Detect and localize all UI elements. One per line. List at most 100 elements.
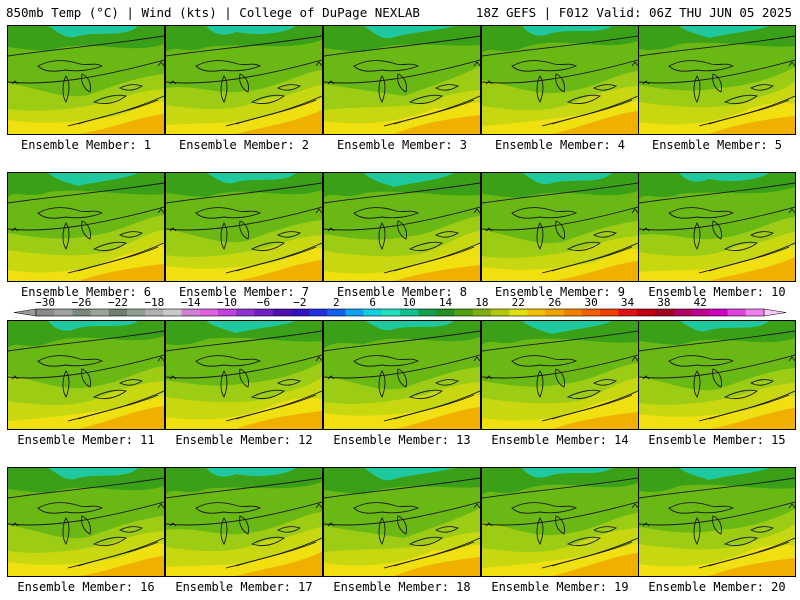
member-map: [7, 172, 165, 282]
ensemble-member-panel: Ensemble Member: 11: [7, 320, 165, 447]
colorbar-segment: [400, 309, 419, 316]
ensemble-member-panel: Ensemble Member: 7: [165, 172, 323, 299]
colorbar-segment: [582, 309, 601, 316]
member-map: [638, 25, 796, 135]
member-caption: Ensemble Member: 12: [175, 433, 313, 447]
member-map: [7, 320, 165, 430]
member-map: [7, 467, 165, 577]
colorbar-segment: [272, 309, 292, 316]
colorbar-tick-label: −18: [144, 296, 164, 309]
colorbar-left-arrow: [13, 308, 37, 317]
member-caption: Ensemble Member: 16: [17, 580, 155, 594]
colorbar-segment: [36, 309, 55, 316]
colorbar-segment: [618, 309, 637, 316]
member-caption: Ensemble Member: 11: [17, 433, 155, 447]
member-map: [638, 467, 796, 577]
colorbar-segment: [290, 309, 310, 316]
ensemble-member-panel: Ensemble Member: 15: [638, 320, 796, 447]
ensemble-member-panel: Ensemble Member: 17: [165, 467, 323, 594]
member-map: [481, 320, 639, 430]
member-caption: Ensemble Member: 8: [336, 285, 468, 299]
member-map: [638, 172, 796, 282]
colorbar-segment: [54, 309, 73, 316]
ensemble-member-panel: Ensemble Member: 9: [481, 172, 639, 299]
colorbar-segment: [727, 309, 747, 316]
colorbar-segment: [491, 309, 510, 316]
header-valid-time: 18Z GEFS | F012 Valid: 06Z THU JUN 05 20…: [475, 5, 792, 20]
colorbar-tick-label: 14: [439, 296, 453, 309]
colorbar-segment: [127, 309, 146, 316]
colorbar-segment: [472, 309, 492, 316]
member-caption: Ensemble Member: 4: [494, 138, 626, 152]
ensemble-member-panel: Ensemble Member: 19: [481, 467, 639, 594]
ensemble-member-panel: Ensemble Member: 14: [481, 320, 639, 447]
member-caption: Ensemble Member: 10: [648, 285, 786, 299]
colorbar-tick-label: 6: [369, 296, 376, 309]
member-map: [165, 25, 323, 135]
colorbar-segment: [527, 309, 546, 316]
colorbar-tick-label: 38: [657, 296, 670, 309]
member-map: [481, 467, 639, 577]
member-map: [638, 320, 796, 430]
ensemble-member-panel: Ensemble Member: 10: [638, 172, 796, 299]
member-caption: Ensemble Member: 13: [333, 433, 471, 447]
colorbar-segment: [418, 309, 437, 316]
colorbar-segment: [254, 309, 273, 316]
colorbar-segment: [218, 309, 237, 316]
ensemble-member-panel: Ensemble Member: 16: [7, 467, 165, 594]
member-map: [165, 467, 323, 577]
member-caption: Ensemble Member: 7: [178, 285, 310, 299]
colorbar-segment: [163, 309, 182, 316]
colorbar-tick-label: −22: [108, 296, 128, 309]
colorbar-segment: [636, 309, 656, 316]
colorbar-right-arrow: [763, 308, 787, 317]
member-caption: Ensemble Member: 1: [20, 138, 152, 152]
colorbar-tick-label: −26: [72, 296, 92, 309]
ensemble-member-panel: Ensemble Member: 12: [165, 320, 323, 447]
colorbar-tick-label: 42: [694, 296, 707, 309]
member-map: [7, 25, 165, 135]
header-title: 850mb Temp (°C) | Wind (kts) | College o…: [6, 5, 420, 20]
member-map: [165, 320, 323, 430]
colorbar-segment: [309, 309, 328, 316]
colorbar-tick-label: −6: [257, 296, 270, 309]
colorbar-tick-label: 2: [333, 296, 340, 309]
colorbar-segment: [199, 309, 219, 316]
temperature-colorbar: −30 −26 −22 −18 −14 −10 −6 −2 2 6 10 14 18 22 26 30 34 38…: [13, 296, 787, 317]
colorbar-segment: [454, 309, 474, 316]
member-caption: Ensemble Member: 3: [336, 138, 468, 152]
member-map: [323, 172, 481, 282]
colorbar-segment: [145, 309, 164, 316]
ensemble-member-panel: Ensemble Member: 13: [323, 320, 481, 447]
member-caption: Ensemble Member: 19: [491, 580, 629, 594]
colorbar-segment: [363, 309, 383, 316]
colorbar-tick-label: 22: [512, 296, 525, 309]
colorbar-segment: [72, 309, 91, 316]
member-caption: Ensemble Member: 6: [20, 285, 152, 299]
member-caption: Ensemble Member: 9: [494, 285, 626, 299]
colorbar-segment: [236, 309, 255, 316]
colorbar-segment: [600, 309, 619, 316]
colorbar-tick-label: −30: [35, 296, 55, 309]
colorbar-segment: [436, 309, 455, 316]
colorbar-segment: [654, 309, 674, 316]
member-caption: Ensemble Member: 20: [648, 580, 786, 594]
member-map: [323, 25, 481, 135]
colorbar-tick-label: −14: [181, 296, 201, 309]
colorbar-tick-label: 30: [584, 296, 597, 309]
ensemble-member-panel: Ensemble Member: 8: [323, 172, 481, 299]
colorbar-segment: [327, 309, 346, 316]
colorbar-segment: [181, 309, 201, 316]
member-caption: Ensemble Member: 2: [178, 138, 310, 152]
colorbar-segment: [90, 309, 110, 316]
colorbar-border: [35, 308, 765, 317]
colorbar-tick-label: −10: [217, 296, 237, 309]
member-caption: Ensemble Member: 15: [648, 433, 786, 447]
member-map: [481, 172, 639, 282]
colorbar-tick-label: 10: [402, 296, 415, 309]
ensemble-member-panel: Ensemble Member: 3: [323, 25, 481, 152]
member-map: [323, 320, 481, 430]
colorbar-segment: [563, 309, 583, 316]
ensemble-member-panel: Ensemble Member: 4: [481, 25, 639, 152]
colorbar-segment: [381, 309, 401, 316]
